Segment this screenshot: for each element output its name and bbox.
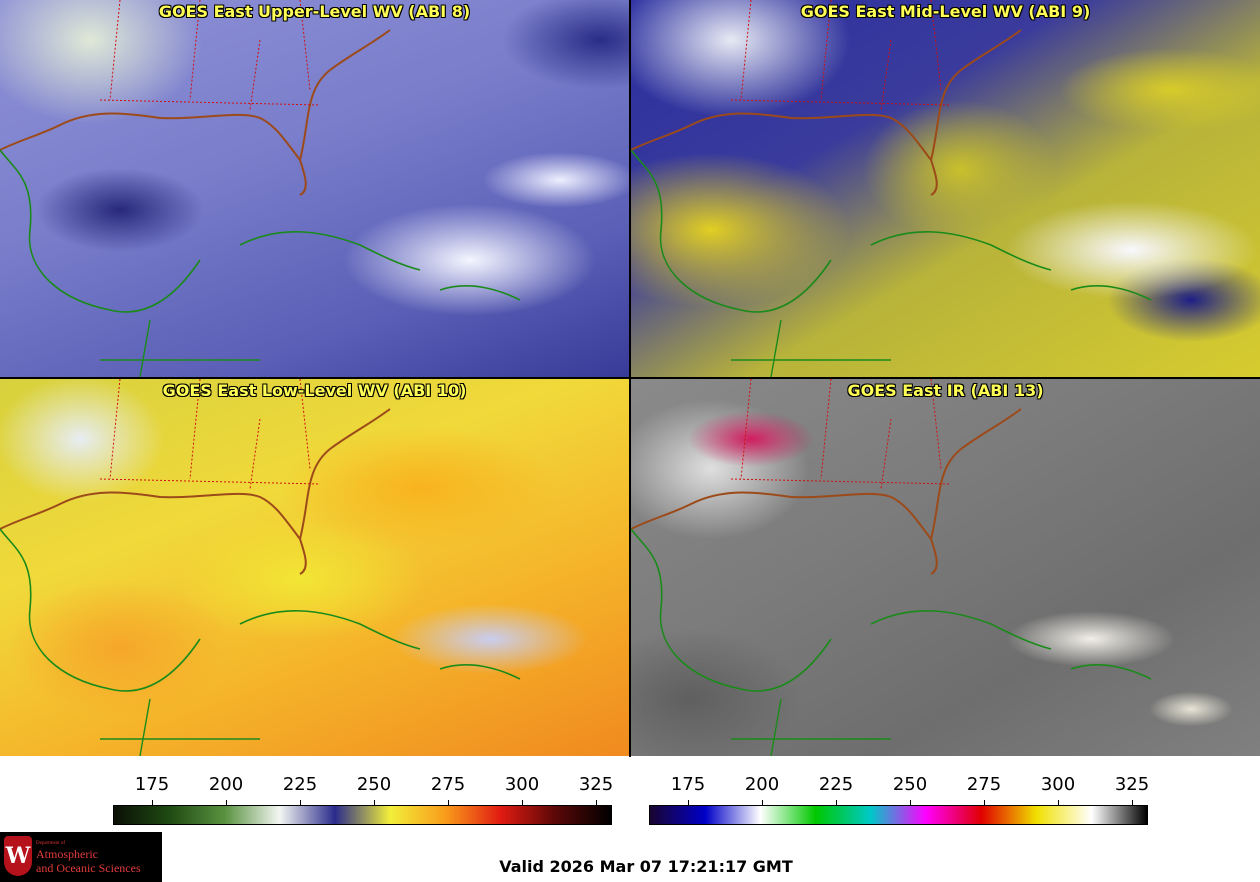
logo-atmospheric-text: Atmospheric [36,847,98,861]
colorbar-tick-label: 225 [282,774,318,795]
colorbar-tick-label: 175 [134,774,170,795]
colorbar-tick-mark [226,800,227,805]
colorbar-tick-label: 250 [892,774,928,795]
map-overlay [0,379,521,756]
panel-title: GOES East Mid-Level WV (ABI 9) [800,2,1091,21]
colorbar-tick-label: 175 [670,774,706,795]
panel-title: GOES East Low-Level WV (ABI 10) [162,381,467,400]
panel-ir: GOES East IR (ABI 13) [631,379,1260,756]
colorbar-tick-mark [762,800,763,805]
colorbar-tick-mark [300,800,301,805]
colorbar-tick-mark [522,800,523,805]
colorbar-tick-mark [596,800,597,805]
colorbar-wv: 175 200 225 250 275 300 325 [113,770,614,830]
panel-divider-horizontal [0,377,1260,379]
panel-mid-level-wv: GOES East Mid-Level WV (ABI 9) [631,0,1260,377]
colorbar-tick-label: 300 [1040,774,1076,795]
map-overlay [0,0,521,377]
colorbar-tick-label: 200 [208,774,244,795]
colorbar-tick-mark [910,800,911,805]
map-overlay [631,0,1152,377]
colorbar-tick-mark [836,800,837,805]
colorbar-tick-mark [1132,800,1133,805]
panel-title: GOES East IR (ABI 13) [847,381,1044,400]
colorbar-tick-mark [984,800,985,805]
colorbar-tick-mark [152,800,153,805]
colorbar-tick-label: 200 [744,774,780,795]
colorbar-tick-label: 300 [504,774,540,795]
colorbar-ir: 175 200 225 250 275 300 325 [649,770,1150,830]
colorbar-tick-label: 325 [1114,774,1150,795]
colorbar-tick-label: 275 [430,774,466,795]
uw-crest-icon: W [4,836,32,876]
colorbar-tick-mark [688,800,689,805]
colorbar-tick-label: 225 [818,774,854,795]
panel-low-level-wv: GOES East Low-Level WV (ABI 10) [0,379,629,756]
map-overlay [631,379,1152,756]
valid-time: Valid 2026 Mar 07 17:21:17 GMT [499,857,793,876]
aos-logo: W Department of Atmospheric and Oceanic … [0,832,162,882]
colorbar-gradient [649,805,1148,825]
colorbar-gradient [113,805,612,825]
logo-department-text: Department of [36,841,66,846]
colorbar-tick-mark [448,800,449,805]
colorbar-tick-label: 325 [578,774,614,795]
colorbar-tick-mark [1058,800,1059,805]
colorbar-tick-label: 250 [356,774,392,795]
colorbar-tick-mark [374,800,375,805]
panel-upper-level-wv: GOES East Upper-Level WV (ABI 8) [0,0,629,377]
panel-title: GOES East Upper-Level WV (ABI 8) [158,2,471,21]
colorbar-tick-label: 275 [966,774,1002,795]
logo-oceanic-text: and Oceanic Sciences [36,861,141,875]
